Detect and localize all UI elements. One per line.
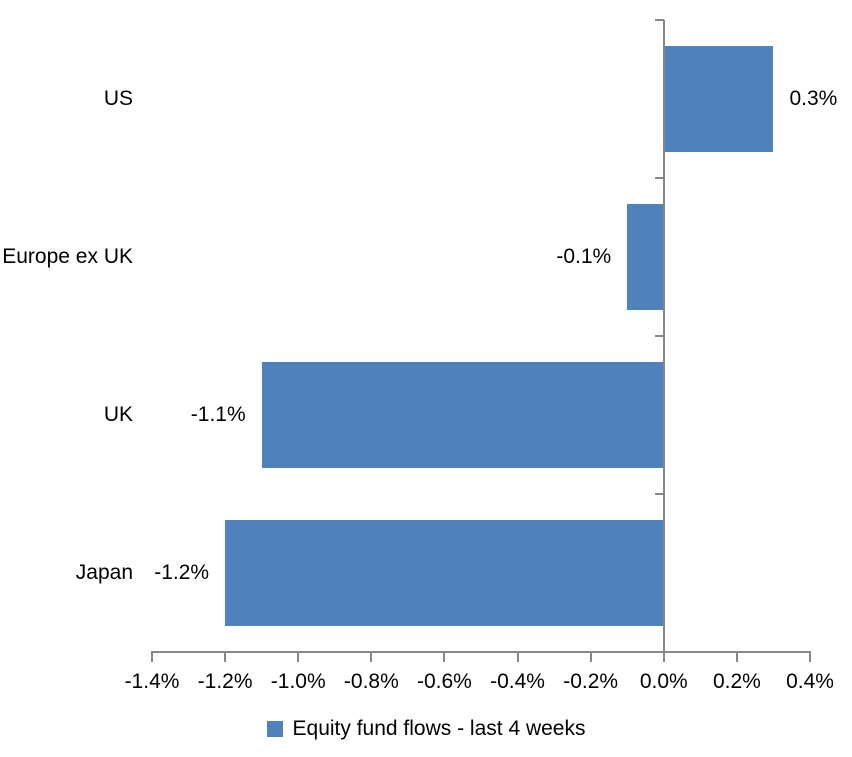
value-axis-tick-0-6 [443, 651, 446, 662]
category-label-japan: Japan [75, 561, 133, 584]
value-axis-tick-0-8 [370, 651, 373, 662]
category-axis-line [662, 20, 665, 654]
data-label-uk: -1.1% [190, 403, 246, 426]
value-axis-tick-label-0-8: -0.8% [343, 670, 399, 693]
category-axis-tick-0 [654, 19, 664, 21]
category-axis-tick-1 [654, 177, 664, 179]
value-axis-tick-label-0-2: -0.2% [563, 670, 619, 693]
value-axis-tick-1-0 [297, 651, 300, 662]
value-axis-tick-0-4 [516, 651, 519, 662]
category-label-uk: UK [103, 403, 133, 426]
data-label-us: 0.3% [789, 87, 838, 110]
bar-us [663, 46, 774, 152]
value-axis-tick-label-1-2: -1.2% [197, 670, 253, 693]
value-axis-tick-label-1-0: -1.0% [270, 670, 326, 693]
value-axis-tick-label-0-6: -0.6% [417, 670, 472, 693]
value-axis-tick-label-0-4: 0.4% [786, 670, 834, 693]
value-axis-tick-label-0-4: -0.4% [490, 670, 545, 693]
data-label-japan: -1.2% [154, 561, 210, 584]
legend-series-swatch-icon [266, 721, 283, 737]
value-axis-tick-label-0-2: 0.2% [712, 670, 761, 693]
value-axis-tick-label-1-4: -1.4% [124, 670, 180, 693]
value-axis-tick-1-4 [151, 651, 153, 662]
category-label-europe-ex-uk: Europe ex UK [2, 245, 133, 268]
value-axis-tick-0-4 [809, 651, 811, 662]
legend: Equity fund flows - last 4 weeks [0, 716, 852, 742]
value-axis-tick-label-0-0: 0.0% [639, 670, 688, 693]
bar-uk [261, 362, 664, 468]
bar-europe-ex-uk [627, 204, 664, 310]
category-label-us: US [103, 87, 133, 110]
value-axis-line [152, 651, 810, 653]
bar-japan [225, 520, 664, 626]
category-axis-tick-2 [654, 335, 664, 337]
value-axis-tick-1-2 [224, 651, 227, 662]
value-axis-tick-0-0 [662, 651, 665, 662]
data-label-europe-ex-uk: -0.1% [556, 245, 612, 268]
value-axis-tick-0-2 [589, 651, 592, 662]
legend-series-label: Equity fund flows - last 4 weeks [292, 717, 586, 740]
category-axis-tick-3 [654, 493, 664, 495]
value-axis-tick-0-2 [735, 651, 738, 662]
